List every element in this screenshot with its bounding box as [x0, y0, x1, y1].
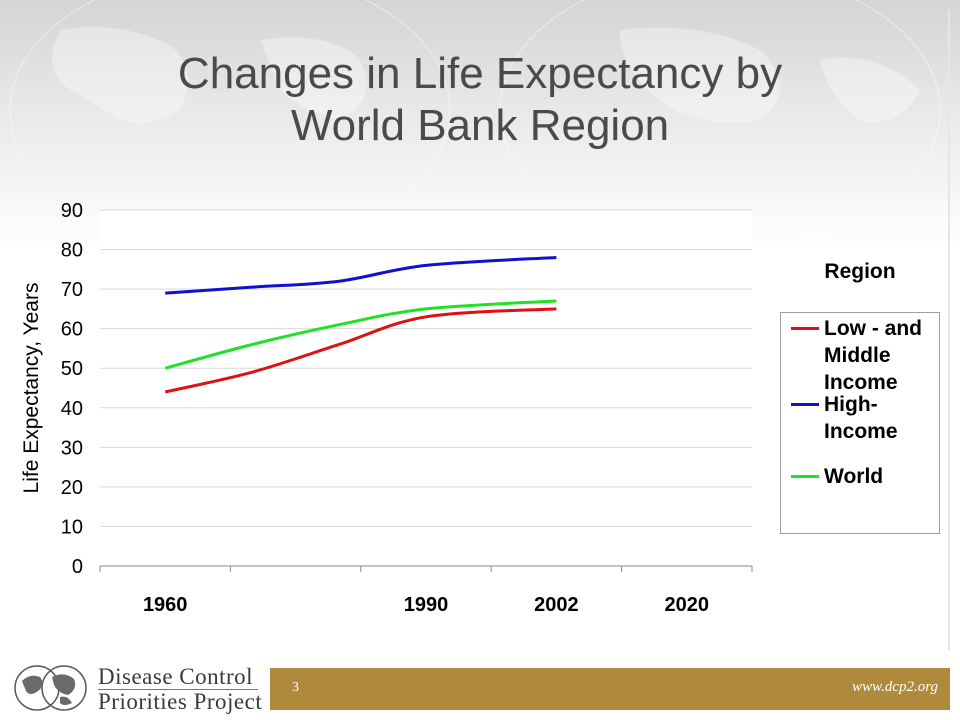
x-axis-ticks: 1960 1990 2002 2020	[99, 566, 753, 616]
legend-swatch-blue	[791, 403, 819, 406]
y-tick-label: 40	[61, 398, 83, 420]
y-tick-label: 70	[61, 279, 83, 301]
legend-label: Low - and Middle Income	[824, 317, 922, 394]
slide-title-line2: World Bank Region	[290, 101, 670, 150]
legend-label: World	[824, 465, 884, 488]
background-gradient	[0, 0, 960, 250]
footer-bar	[270, 668, 950, 710]
y-tick-label: 90	[61, 200, 83, 222]
life-expectancy-chart: 0 10 20 30 40 50 60 70 80 90 1960 1990 2002 2020 Lif…	[20, 200, 753, 616]
legend: Low - and Middle Income High- Income Wor…	[780, 312, 940, 534]
world-map-watermark	[9, 0, 941, 250]
y-axis-label: Life Expectancy, Years	[20, 283, 43, 494]
page-number: 3	[292, 680, 299, 695]
logo-divider	[98, 689, 258, 690]
y-tick-label: 20	[61, 477, 83, 499]
logo-text-line2: Priorities Project	[98, 689, 263, 714]
series-line-world	[164, 299, 557, 370]
gridlines	[100, 209, 752, 567]
legend-title: Region	[824, 260, 896, 283]
y-tick-label: 60	[61, 319, 83, 341]
series-line-low-and-middle-income	[164, 307, 557, 394]
y-tick-label: 30	[61, 437, 83, 459]
x-tick-label: 2002	[534, 594, 579, 616]
logo-text-line1: Disease Control	[98, 664, 254, 689]
globe-logo-icon	[14, 665, 87, 711]
slide-frame	[10, 10, 950, 650]
slide-title: Changes in Life Expectancy by World Bank…	[0, 48, 960, 152]
x-tick-label: 1960	[143, 594, 188, 616]
y-tick-label: 80	[61, 240, 83, 262]
legend-label: High- Income	[824, 393, 898, 443]
series-lines	[164, 255, 557, 394]
plot-area	[100, 210, 752, 566]
y-tick-label: 50	[61, 358, 83, 380]
footer-url: www.dcp2.org	[852, 679, 938, 695]
legend-swatch-red	[791, 327, 819, 330]
series-line-high-income	[165, 255, 557, 295]
y-tick-label: 10	[61, 516, 83, 538]
y-axis-ticks: 0 10 20 30 40 50 60 70 80 90	[61, 200, 83, 578]
x-tick-label: 1990	[404, 594, 449, 616]
y-tick-label: 0	[72, 556, 83, 578]
legend-swatch-green	[791, 475, 819, 478]
x-tick-label: 2020	[665, 594, 710, 616]
slide-title-line1: Changes in Life Expectancy by	[177, 49, 783, 98]
